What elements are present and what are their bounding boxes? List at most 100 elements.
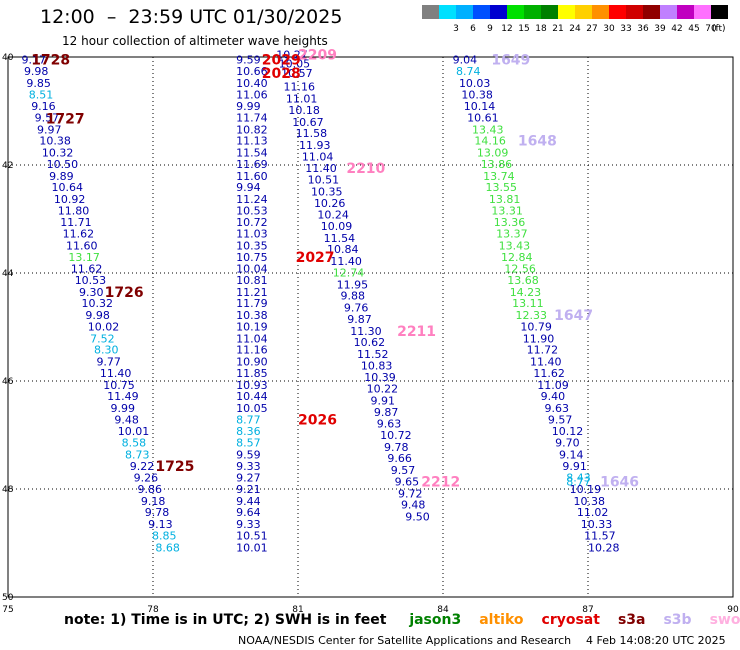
lat-tick-label: 48 — [2, 485, 14, 495]
wave-height-value: 11.02 — [577, 506, 609, 519]
pass-number-label: 2211 — [397, 324, 436, 340]
lon-tick-label: 78 — [147, 605, 159, 615]
wave-height-value: 9.57 — [548, 413, 573, 426]
satellite-legend-swot: swot — [709, 612, 740, 628]
page-title: 12:00 – 23:59 UTC 01/30/2025 — [40, 6, 343, 28]
satellite-legend-altiko: altiko — [479, 612, 524, 628]
colorbar-tick-label: 21 — [552, 24, 563, 34]
wave-height-value: 12.33 — [516, 309, 548, 322]
wave-height-value: 10.51 — [308, 174, 340, 187]
wave-height-value: 9.98 — [24, 65, 49, 78]
wave-height-value: 9.14 — [559, 448, 584, 461]
wave-height-value: 11.49 — [107, 390, 139, 403]
colorbar-tick-label: 39 — [654, 24, 666, 34]
wave-height-value: 11.80 — [58, 204, 90, 217]
wave-height-value: 8.36 — [236, 425, 261, 438]
wave-height-value: 9.26 — [134, 472, 159, 485]
wave-height-value: 11.24 — [236, 193, 268, 206]
wave-height-value: 9.40 — [541, 390, 566, 403]
wave-height-value: 9.63 — [377, 418, 402, 431]
satellite-legend-jason3: jason3 — [409, 612, 462, 628]
colorbar-swatch — [456, 5, 473, 19]
wave-height-value: 10.90 — [236, 356, 268, 369]
wave-height-value: 9.76 — [344, 302, 369, 315]
wave-height-value: 11.40 — [100, 367, 132, 380]
wave-height-value: 10.38 — [461, 88, 493, 101]
wave-height-value: 9.70 — [555, 437, 580, 450]
wave-height-value: 9.16 — [31, 100, 56, 113]
wave-height-value: 10.38 — [39, 135, 71, 148]
wave-height-value: 9.78 — [384, 441, 409, 454]
wave-height-value: 9.48 — [114, 413, 139, 426]
pass-number-label: 2027 — [296, 250, 335, 266]
wave-height-value: 9.13 — [148, 518, 173, 531]
wave-height-value: 9.98 — [85, 309, 110, 322]
wave-height-value: 12.74 — [333, 266, 365, 279]
colorbar-swatch — [575, 5, 592, 19]
wave-height-value: 14.16 — [474, 135, 506, 148]
wave-height-value: 10.35 — [311, 185, 343, 198]
colorbar-tick-label: 30 — [603, 24, 615, 34]
wave-height-value: 13.31 — [491, 204, 523, 217]
pass-number-label: 1649 — [491, 53, 530, 69]
wave-height-value: 10.01 — [118, 425, 150, 438]
wave-height-value: 13.86 — [481, 158, 513, 171]
wave-height-value: 13.74 — [483, 170, 515, 183]
wave-height-value: 11.62 — [533, 367, 565, 380]
wave-height-value: 10.51 — [236, 529, 268, 542]
wave-height-value: 13.68 — [507, 274, 539, 287]
colorbar-tick-label: 27 — [586, 24, 597, 34]
wave-height-value: 10.01 — [236, 541, 268, 554]
footer-note: note: 1) Time is in UTC; 2) SWH is in fe… — [64, 612, 740, 628]
wave-height-value: 9.72 — [398, 487, 423, 500]
colorbar-swatch — [609, 5, 626, 19]
wave-height-value: 9.22 — [130, 460, 155, 473]
wave-height-value: 10.72 — [380, 429, 412, 442]
wave-height-value: 11.40 — [530, 356, 562, 369]
wave-height-value: 10.61 — [467, 111, 499, 124]
lon-tick-label: 87 — [582, 605, 593, 615]
wave-height-value: 11.79 — [236, 297, 268, 310]
generation-timestamp: 4 Feb 14:08:20 UTC 2025 — [586, 634, 726, 647]
lat-tick-label: 40 — [2, 53, 14, 63]
wave-height-value: 13.81 — [489, 193, 520, 206]
wave-height-value: 10.44 — [236, 390, 268, 403]
wave-height-value: 10.33 — [581, 518, 613, 531]
wave-height-value: 10.24 — [317, 209, 349, 222]
satellite-legend-s3b: s3b — [663, 612, 692, 628]
wave-height-value: 10.28 — [588, 541, 620, 554]
wave-height-value: 10.64 — [52, 181, 84, 194]
wave-height-value: 10.57 — [281, 67, 313, 80]
wave-height-value: 10.40 — [236, 77, 268, 90]
wave-height-value: 11.40 — [330, 255, 362, 268]
wave-height-value: 7.52 — [90, 332, 115, 345]
wave-height-value: 10.81 — [236, 274, 268, 287]
wave-height-value: 10.05 — [279, 57, 311, 70]
page-subtitle: 12 hour collection of altimeter wave hei… — [62, 34, 328, 48]
color-scale-legend: 3 6 9 12 15 18 21 24 27 30 33 36 39 42 45 70(ft) — [422, 5, 728, 34]
wave-height-value: 9.87 — [347, 313, 372, 326]
lat-tick-label: 50 — [2, 593, 14, 603]
wave-height-value: 8.58 — [122, 437, 147, 450]
wave-height-value: 8.30 — [94, 344, 119, 357]
wave-height-value: 8.73 — [125, 448, 150, 461]
wave-height-value: 10.53 — [236, 204, 268, 217]
wave-height-value: 9.57 — [391, 464, 416, 477]
wave-height-value: 8.77 — [566, 475, 591, 488]
wave-height-value: 8.51 — [29, 88, 54, 101]
lat-tick-label: 44 — [2, 269, 14, 279]
pass-number-label: 2028 — [262, 66, 301, 82]
colorbar-swatch — [643, 5, 660, 19]
pass-number-label: 1646 — [600, 474, 639, 490]
wave-height-value: 11.62 — [71, 263, 103, 276]
colorbar-swatch — [422, 5, 439, 19]
colorbar-swatch — [660, 5, 677, 19]
pass-number-label: 1726 — [105, 285, 144, 301]
lat-tick-label: 42 — [2, 161, 13, 171]
lon-tick-label: 90 — [727, 605, 739, 615]
wave-height-value: 11.54 — [236, 147, 268, 160]
pass-number-label: 1648 — [518, 134, 557, 150]
wave-height-value: 8.43 — [566, 472, 591, 485]
pass-number-label: 2029 — [262, 53, 301, 69]
colorbar-swatch — [677, 5, 694, 19]
